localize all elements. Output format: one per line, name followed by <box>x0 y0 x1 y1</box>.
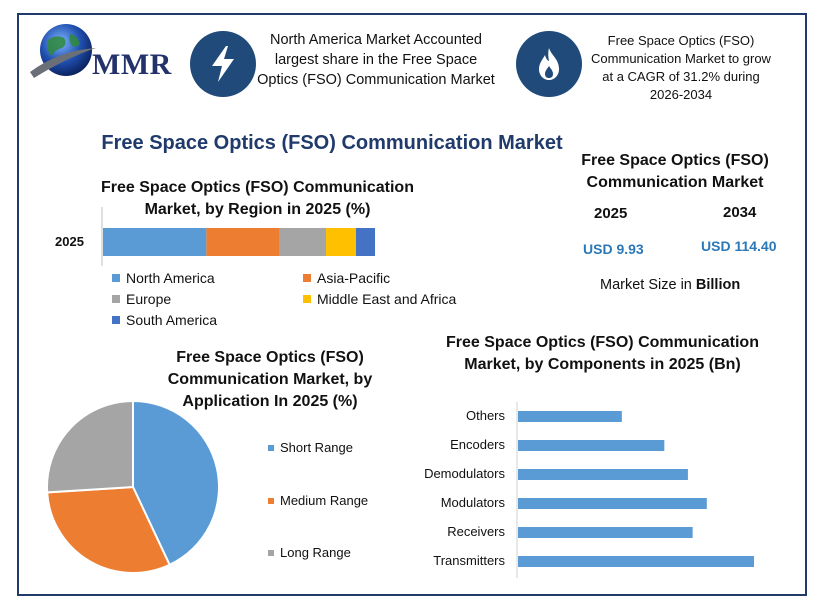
page-title: Free Space Optics (FSO) Communication Ma… <box>101 132 563 154</box>
region-legend-europe: Europe <box>112 291 171 307</box>
pie-legend-long-range: Long Range <box>268 545 351 560</box>
legend-label: Short Range <box>280 440 353 455</box>
legend-label: North America <box>126 270 215 286</box>
component-bar-receivers <box>518 527 693 538</box>
component-label-demodulators: Demodulators <box>424 466 505 481</box>
pie-slice-long-range <box>46 399 134 494</box>
market-value-2025: USD 9.93 <box>583 241 644 257</box>
region-legend-asia-pacific: Asia-Pacific <box>303 270 390 286</box>
legend-swatch <box>268 497 274 504</box>
region-bar-middle-east-and-africa <box>326 228 356 256</box>
flame-icon <box>516 31 582 97</box>
region-legend-north-america: North America <box>112 270 215 286</box>
component-label-receivers: Receivers <box>447 524 505 539</box>
legend-swatch <box>112 316 120 324</box>
legend-swatch <box>268 549 274 556</box>
year-2034-label: 2034 <box>723 204 757 221</box>
component-label-encoders: Encoders <box>450 437 505 452</box>
component-label-transmitters: Transmitters <box>433 553 505 568</box>
region-bar-south-america <box>355 228 375 256</box>
region-category-label: 2025 <box>55 234 84 249</box>
pie-legend-short-range: Short Range <box>268 440 353 455</box>
market-size-title: Free Space Optics (FSO) Communication Ma… <box>581 152 769 191</box>
year-2025-label: 2025 <box>594 205 628 222</box>
legend-swatch <box>303 274 311 282</box>
region-bar-europe <box>279 228 327 256</box>
market-size-unit-prefix: Market Size in <box>600 277 696 293</box>
component-bar-encoders <box>518 440 665 451</box>
logo-text: MMR <box>92 48 172 81</box>
legend-swatch <box>112 295 120 303</box>
legend-label: South America <box>126 312 218 328</box>
legend-label: Asia-Pacific <box>317 270 391 286</box>
pie-legend-medium-range: Medium Range <box>268 493 368 508</box>
region-stacked-bar-chart <box>101 207 375 266</box>
legend-swatch <box>268 444 274 451</box>
legend-label: Long Range <box>280 545 351 560</box>
highlight-cagr: Free Space Optics (FSO) Communication Ma… <box>591 33 771 102</box>
components-bar-chart <box>516 402 754 578</box>
component-bar-transmitters <box>518 556 754 567</box>
highlight-north-america: North America Market Accounted largest s… <box>257 32 495 88</box>
legend-label: Middle East and Africa <box>317 291 457 307</box>
components-chart-title: Free Space Optics (FSO) Communication Ma… <box>446 334 759 373</box>
region-chart-title: Free Space Optics (FSO) Communication Ma… <box>101 179 414 218</box>
market-value-2034: USD 114.40 <box>701 238 777 254</box>
region-legend-south-america: South America <box>112 312 217 328</box>
infographic-frame <box>17 13 807 596</box>
application-pie-chart <box>46 399 220 574</box>
application-chart-title: Free Space Optics (FSO) Communication Ma… <box>167 349 373 410</box>
legend-swatch <box>303 295 311 303</box>
legend-label: Medium Range <box>280 493 369 508</box>
legend-label: Europe <box>126 291 172 307</box>
component-label-modulators: Modulators <box>440 495 505 510</box>
pie-slice-medium-range <box>46 485 171 574</box>
market-size-unit-bold: Billion <box>695 277 741 293</box>
component-label-others: Others <box>465 408 505 423</box>
component-bar-others <box>518 411 622 422</box>
component-bar-modulators <box>518 498 707 509</box>
globe-logo-icon <box>30 24 96 78</box>
legend-swatch <box>112 274 120 282</box>
lightning-icon <box>190 31 256 97</box>
region-legend-middle-east-and-africa: Middle East and Africa <box>303 291 456 307</box>
region-bar-asia-pacific <box>206 228 280 256</box>
region-bar-north-america <box>103 228 207 256</box>
pie-slice-short-range <box>132 399 220 567</box>
market-size-unit: Market Size in Billion <box>600 277 740 293</box>
component-bar-demodulators <box>518 469 688 480</box>
